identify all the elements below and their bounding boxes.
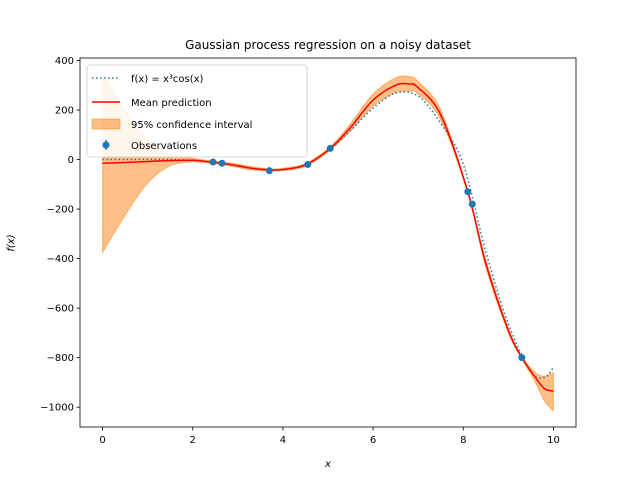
- plot-area: [79, 57, 577, 428]
- y-tick-label: −400: [47, 254, 74, 265]
- x-tick-label: 0: [99, 435, 105, 446]
- observation-point: [265, 167, 273, 175]
- chart-title: Gaussian process regression on a noisy d…: [185, 38, 471, 52]
- confidence-interval-band: [102, 72, 554, 413]
- x-tick-label: 4: [280, 435, 286, 446]
- x-tick-label: 8: [460, 435, 466, 446]
- legend-box: [86, 64, 308, 158]
- legend-label: Observations: [131, 141, 197, 152]
- x-axis: 0 2 4 6 8 10: [99, 427, 560, 446]
- legend-swatch-observation: [102, 141, 110, 149]
- legend-label: 95% confidence interval: [131, 120, 252, 131]
- x-tick-label: 2: [190, 435, 196, 446]
- observation-point: [468, 200, 476, 208]
- x-axis-label: x: [324, 459, 331, 470]
- observation-point: [209, 158, 217, 166]
- y-axis-label: f(x): [6, 234, 17, 251]
- legend-label: f(x) = x³cos(x): [131, 74, 204, 85]
- y-tick-label: 400: [55, 56, 74, 67]
- y-tick-label: 200: [55, 106, 74, 117]
- y-tick-label: −800: [47, 353, 74, 364]
- legend-swatch-confidence: [91, 118, 121, 130]
- legend-label: Mean prediction: [131, 98, 212, 109]
- mean-prediction-line: [102, 82, 554, 392]
- observation-point: [304, 160, 312, 168]
- x-tick-label: 10: [547, 435, 560, 446]
- observation-point: [518, 354, 526, 362]
- observation-point: [464, 188, 472, 196]
- x-tick-label: 6: [370, 435, 376, 446]
- y-tick-label: −600: [47, 304, 74, 315]
- y-tick-label: −200: [47, 205, 74, 216]
- plot-frame: [79, 57, 577, 428]
- observation-point: [218, 159, 226, 167]
- legend: f(x) = x³cos(x) Mean prediction 95% confid…: [86, 64, 308, 158]
- observation-point: [326, 144, 334, 152]
- y-tick-label: 0: [68, 155, 74, 166]
- y-tick-label: −1000: [40, 403, 74, 414]
- plot-inner: [102, 72, 555, 413]
- y-axis: 400 200 0 −200 −400 −600 −800 −1000: [40, 56, 80, 414]
